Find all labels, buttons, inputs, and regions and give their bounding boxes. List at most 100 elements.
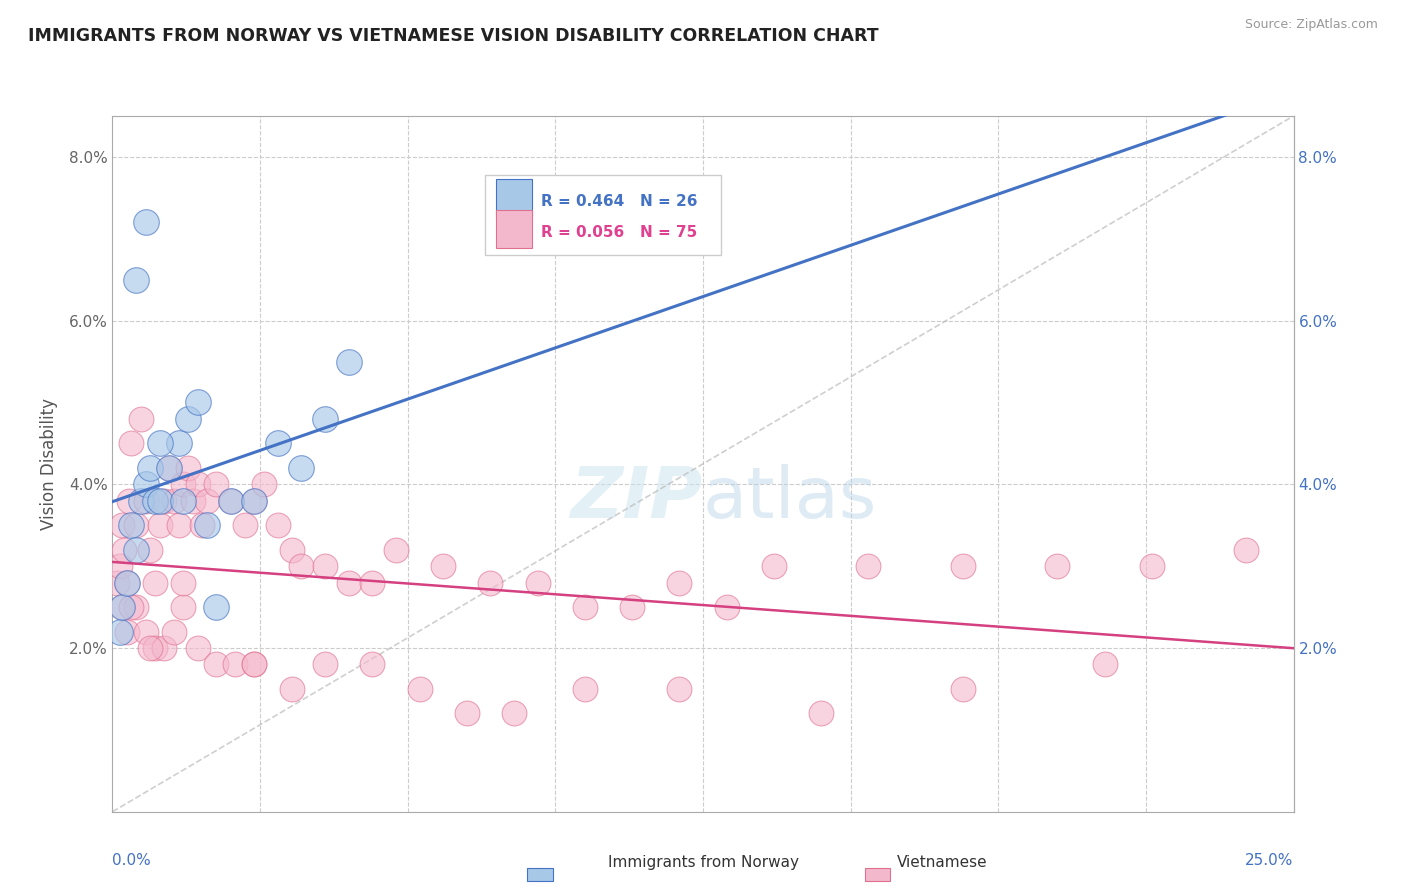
Point <box>290 461 312 475</box>
Point <box>105 575 128 590</box>
Point <box>253 477 276 491</box>
Text: IMMIGRANTS FROM NORWAY VS VIETNAMESE VISION DISABILITY CORRELATION CHART: IMMIGRANTS FROM NORWAY VS VIETNAMESE VIS… <box>28 27 879 45</box>
Point <box>952 559 974 574</box>
Point <box>810 706 832 721</box>
Point <box>574 681 596 696</box>
Point <box>139 461 162 475</box>
Point <box>172 493 194 508</box>
Point <box>163 493 186 508</box>
Point <box>108 624 131 639</box>
Point <box>243 493 266 508</box>
Point <box>120 436 142 450</box>
Point <box>135 215 157 229</box>
Point <box>195 518 218 533</box>
Point <box>135 477 157 491</box>
Point <box>281 681 304 696</box>
Point <box>1094 657 1116 672</box>
Point <box>139 542 162 557</box>
Point <box>408 681 430 696</box>
Point <box>243 657 266 672</box>
Point <box>143 575 166 590</box>
Point <box>716 600 738 615</box>
Point <box>129 412 152 426</box>
Point <box>219 493 242 508</box>
Point <box>337 354 360 368</box>
Point <box>149 518 172 533</box>
Text: 0.0%: 0.0% <box>112 854 152 869</box>
Point <box>177 461 200 475</box>
Point <box>456 706 478 721</box>
Point <box>172 477 194 491</box>
Point <box>135 624 157 639</box>
Point <box>172 575 194 590</box>
Point <box>157 461 180 475</box>
Point <box>167 518 190 533</box>
Point <box>1046 559 1069 574</box>
Point <box>149 436 172 450</box>
Point <box>115 624 138 639</box>
Point <box>479 575 502 590</box>
Point <box>762 559 785 574</box>
Point <box>205 657 228 672</box>
Point <box>120 600 142 615</box>
Point <box>153 493 176 508</box>
Point <box>219 493 242 508</box>
Point <box>149 493 172 508</box>
Point <box>337 575 360 590</box>
Point <box>314 657 336 672</box>
Point <box>361 657 384 672</box>
Point <box>290 559 312 574</box>
Text: 25.0%: 25.0% <box>1246 854 1294 869</box>
Point <box>186 477 208 491</box>
Point <box>115 575 138 590</box>
Point <box>314 412 336 426</box>
Point <box>243 493 266 508</box>
Point <box>361 575 384 590</box>
Point <box>177 412 200 426</box>
Point <box>112 542 135 557</box>
Point <box>205 600 228 615</box>
Point <box>143 493 166 508</box>
Point <box>952 681 974 696</box>
Point <box>267 518 290 533</box>
Text: R = 0.056   N = 75: R = 0.056 N = 75 <box>541 225 697 240</box>
Text: R = 0.464   N = 26: R = 0.464 N = 26 <box>541 194 697 209</box>
Point <box>157 461 180 475</box>
Point <box>172 600 194 615</box>
Text: atlas: atlas <box>703 464 877 533</box>
Point <box>153 640 176 655</box>
Bar <box>496 210 531 248</box>
Point <box>120 518 142 533</box>
Point <box>385 542 408 557</box>
Point <box>186 640 208 655</box>
Point <box>267 436 290 450</box>
Point <box>186 395 208 409</box>
Point <box>125 542 148 557</box>
Text: Immigrants from Norway: Immigrants from Norway <box>607 855 799 870</box>
Point <box>129 493 152 508</box>
Point <box>668 575 690 590</box>
Point <box>125 273 148 287</box>
Point <box>111 518 134 533</box>
Point <box>167 436 190 450</box>
Point <box>111 600 134 615</box>
Point <box>135 493 157 508</box>
Point <box>195 493 218 508</box>
Point <box>181 493 204 508</box>
Point <box>281 542 304 557</box>
Point <box>668 681 690 696</box>
FancyBboxPatch shape <box>485 175 721 255</box>
Point <box>243 657 266 672</box>
Text: ZIP: ZIP <box>571 464 703 533</box>
Point <box>1234 542 1257 557</box>
Point <box>163 624 186 639</box>
Point <box>118 493 141 508</box>
Text: Vietnamese: Vietnamese <box>897 855 987 870</box>
Point <box>858 559 880 574</box>
Text: Source: ZipAtlas.com: Source: ZipAtlas.com <box>1244 18 1378 31</box>
Point <box>224 657 246 672</box>
Bar <box>496 178 531 217</box>
Point <box>191 518 214 533</box>
Point <box>139 640 162 655</box>
Point <box>1140 559 1163 574</box>
